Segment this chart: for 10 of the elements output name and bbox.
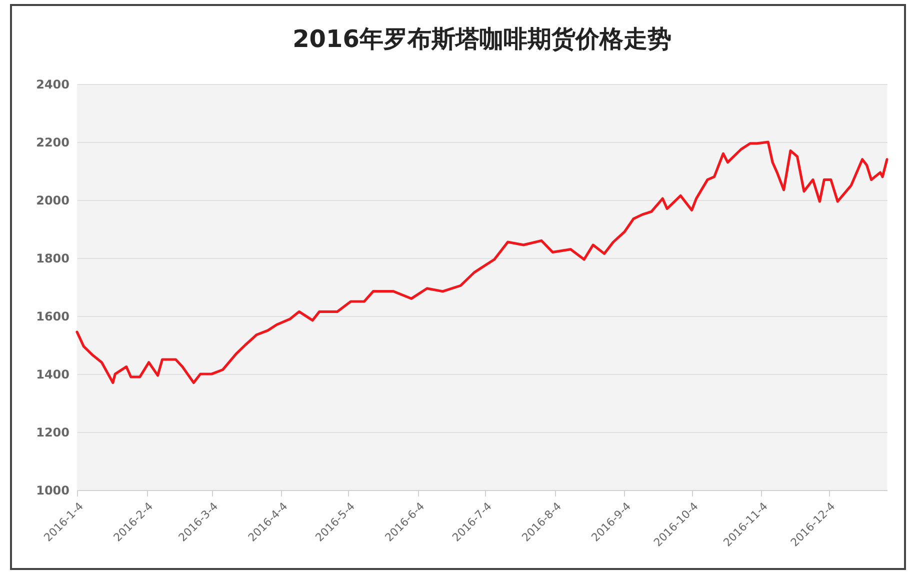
y-tick-label: 2400 bbox=[36, 78, 70, 92]
line-series bbox=[76, 140, 888, 384]
chart-title: 2016年罗布斯塔咖啡期货价格走势 bbox=[292, 25, 672, 53]
y-tick-label: 2200 bbox=[36, 136, 70, 150]
y-tick-label: 1600 bbox=[36, 310, 70, 324]
y-tick-label: 1800 bbox=[36, 252, 70, 266]
y-tick-label: 1400 bbox=[36, 368, 70, 382]
y-tick-label: 2000 bbox=[36, 194, 70, 208]
y-tick-label: 1200 bbox=[36, 426, 70, 440]
y-tick-label: 1000 bbox=[36, 484, 70, 498]
